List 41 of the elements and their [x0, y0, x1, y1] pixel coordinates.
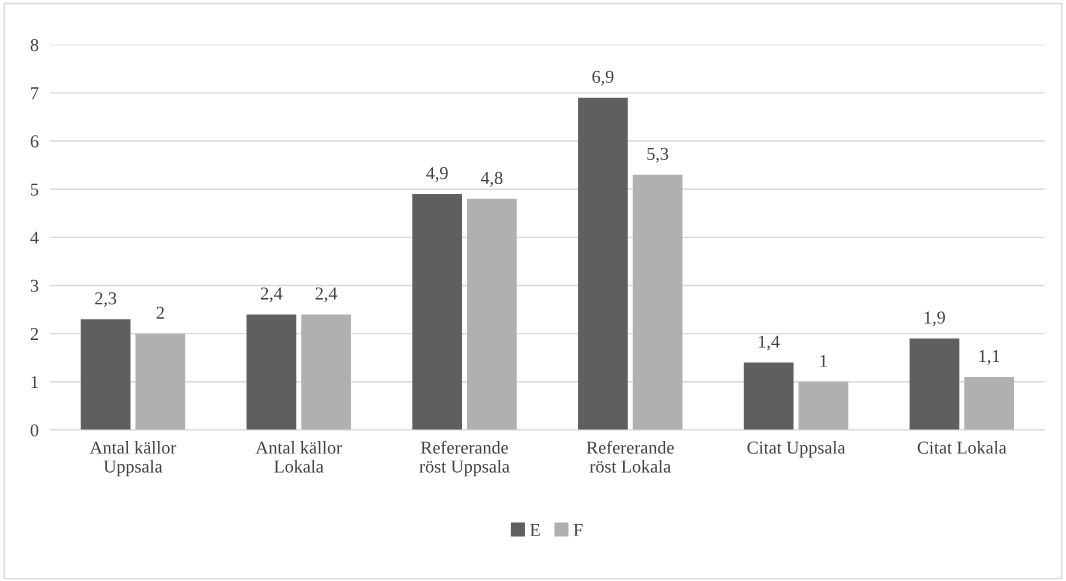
legend-label: F [573, 524, 583, 536]
y-tick-label: 2 [30, 327, 38, 340]
x-tick-label: Antal källor Uppsala [89, 441, 177, 477]
x-tick-label: Citat Uppsala [747, 441, 846, 458]
data-label: 1,1 [979, 350, 1000, 365]
data-label: 2,3 [95, 292, 117, 308]
bar [798, 381, 849, 430]
data-label: 1,9 [924, 311, 945, 327]
data-label: 5,3 [647, 147, 669, 163]
bar [743, 362, 794, 430]
x-tick-label: Refererande röst Uppsala [419, 440, 510, 477]
bar [246, 314, 297, 430]
data-label: 4,9 [426, 167, 448, 182]
y-tick-label: 5 [31, 183, 39, 196]
y-tick-label: 1 [31, 376, 38, 389]
data-label: 1 [820, 354, 827, 367]
y-tick-label: 7 [31, 87, 39, 100]
bar [578, 97, 628, 430]
y-tick-label: 8 [30, 38, 39, 52]
bar [632, 174, 683, 430]
data-label: 2,4 [315, 287, 338, 303]
y-tick-label: 0 [30, 424, 39, 437]
x-tick-label: Citat Lokala [917, 441, 1007, 454]
y-tick-label: 4 [30, 231, 39, 244]
legend-label: E [530, 524, 540, 536]
bar [135, 333, 186, 430]
bar [909, 338, 960, 430]
bar [412, 194, 463, 430]
y-tick-label: 6 [30, 135, 39, 148]
data-label: 2 [156, 306, 164, 319]
x-tick-label: Antal källor Lokala [255, 441, 342, 473]
data-label: 4,8 [480, 171, 503, 187]
data-label: 6,9 [592, 70, 614, 86]
data-label: 2,4 [260, 287, 283, 303]
data-label: 1,4 [758, 335, 780, 351]
x-tick-label: Refererande röst Lokala [586, 440, 674, 473]
bar [467, 198, 517, 430]
bar [301, 314, 351, 430]
y-tick-label: 3 [30, 279, 39, 292]
bar [80, 319, 131, 430]
bar [964, 376, 1015, 430]
